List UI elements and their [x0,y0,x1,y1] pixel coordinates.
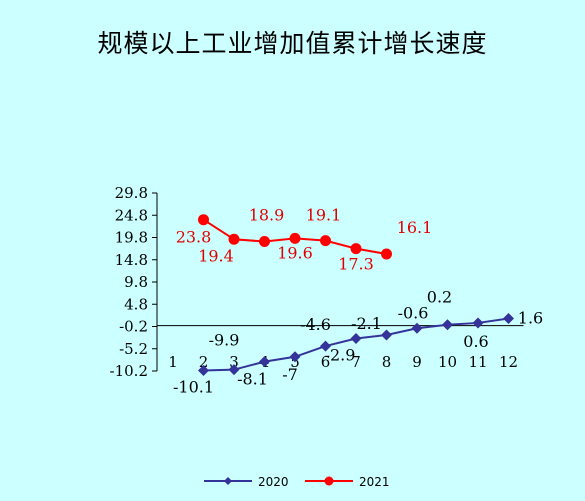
x-tick-label: 2 [199,353,209,371]
data-label-2020: 0.2 [427,288,452,307]
x-tick-label: 6 [321,353,331,371]
data-point-2021 [198,214,209,226]
data-point-2021 [228,233,240,245]
data-label-2020: -9.9 [209,331,240,350]
data-label-2020: 0.6 [463,332,488,351]
x-tick-label: 3 [229,353,239,371]
data-label-2021: 19.6 [277,243,313,262]
y-tick-label: 29.8 [115,184,148,202]
data-label-2020: -10.1 [173,378,214,397]
data-point-2020 [198,365,209,377]
legend-label-2021: 2021 [359,475,390,489]
x-tick-label: 7 [351,353,361,371]
legend-marker-2020 [224,477,232,485]
data-label-2020: -0.6 [398,303,429,322]
data-point-2021 [381,248,392,260]
data-point-2021 [320,235,331,247]
legend-label-2020: 2020 [258,475,289,489]
x-tick-label: 12 [499,353,518,371]
x-tick-label: 10 [438,353,457,371]
data-label-2020: -7 [282,365,298,384]
y-tick-label: 14.8 [115,251,148,269]
data-label-2021: 19.4 [198,246,234,265]
y-tick-label: 9.8 [124,273,148,291]
data-label-2021: 17.3 [338,255,374,274]
data-label-2021: 23.8 [176,228,212,247]
x-tick-label: 11 [468,353,487,371]
data-label-2021: 19.1 [306,206,342,225]
x-tick-label: 8 [382,353,392,371]
y-tick-label: -10.2 [110,362,148,380]
data-point-2020 [503,312,514,324]
y-tick-label: -5.2 [119,340,148,358]
data-point-2020 [289,351,301,363]
data-label-2020: -8.1 [237,370,268,389]
y-tick-label: 4.8 [124,295,148,313]
data-point-2021 [259,236,270,248]
data-point-2020 [411,322,423,334]
data-point-2020 [259,356,270,368]
data-point-2020 [442,319,453,331]
x-tick-label: 9 [412,353,422,371]
y-tick-label: 19.8 [115,229,148,247]
x-tick-label: 1 [168,353,178,371]
data-point-2020 [381,329,392,341]
data-point-2020 [350,333,362,345]
data-point-2020 [228,364,240,376]
data-label-2020: -4.6 [300,315,331,334]
data-point-2020 [472,317,484,329]
data-label-2020: -2.9 [325,346,356,365]
data-label-2020: 1.6 [518,308,543,327]
data-label-2021: 18.9 [249,206,285,225]
chart-title: 规模以上工业增加值累计增长速度 [97,29,488,58]
data-point-2020 [320,340,331,352]
data-point-2021 [350,243,362,255]
data-label-2021: 16.1 [397,218,433,237]
data-point-2021 [289,232,301,244]
legend-marker-2021 [324,476,334,486]
y-tick-label: 24.8 [115,206,148,224]
y-tick-label: -0.2 [119,318,148,336]
data-label-2020: -2.1 [351,314,382,333]
